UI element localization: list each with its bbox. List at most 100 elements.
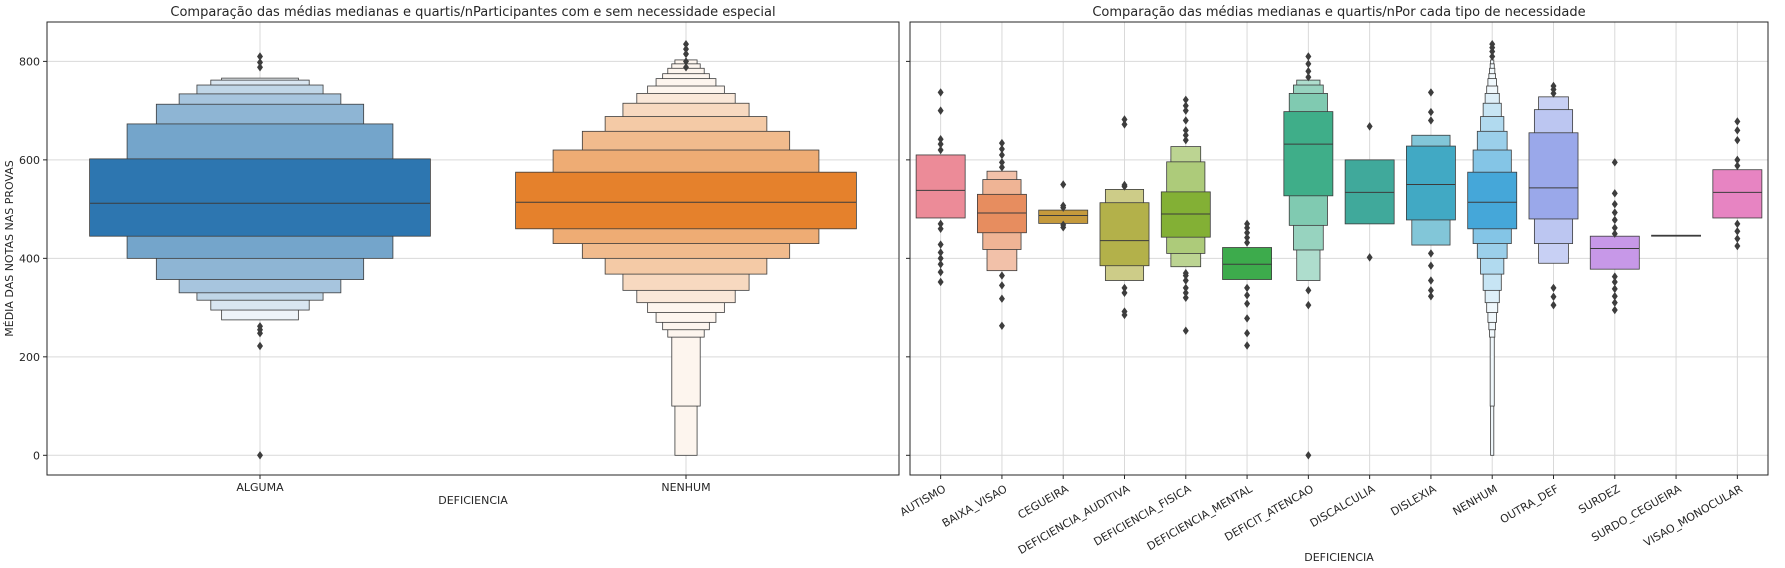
outlier-point bbox=[998, 158, 1005, 167]
outlier-point bbox=[1611, 189, 1618, 198]
boxen-group-deficit-atencao bbox=[1283, 52, 1334, 460]
outlier-point bbox=[1427, 276, 1434, 285]
outlier-point bbox=[1489, 39, 1496, 49]
boxen-group-baixa-visao bbox=[977, 138, 1027, 331]
left-x-axis-label: DEFICIENCIA bbox=[438, 494, 508, 507]
outlier-point bbox=[1550, 81, 1557, 91]
outlier-point bbox=[1734, 219, 1741, 229]
outlier-point bbox=[1550, 283, 1557, 293]
outlier-point bbox=[1244, 219, 1251, 229]
outlier-point bbox=[1182, 326, 1189, 335]
outlier-point bbox=[1305, 67, 1312, 76]
outlier-point bbox=[1182, 283, 1189, 293]
outlier-point bbox=[1182, 101, 1189, 110]
outlier-point bbox=[257, 58, 263, 67]
boxen-group-surdez bbox=[1589, 158, 1640, 315]
boxen-level bbox=[1222, 247, 1272, 280]
boxen-group-surdo-cegueira bbox=[1651, 234, 1701, 237]
outlier-point bbox=[998, 271, 1005, 280]
outlier-point bbox=[1182, 268, 1189, 278]
outlier-point bbox=[1121, 307, 1128, 316]
outlier-point bbox=[1060, 201, 1067, 210]
outlier-point bbox=[1182, 131, 1189, 140]
right-boxen-marks bbox=[915, 39, 1763, 460]
outlier-point bbox=[1366, 253, 1373, 262]
outlier-point bbox=[1611, 305, 1618, 315]
outlier-point bbox=[937, 277, 944, 287]
boxen-group-deficiencia-auditiva bbox=[1099, 115, 1150, 320]
outlier-point bbox=[937, 106, 944, 115]
outlier-point bbox=[257, 63, 263, 72]
outlier-point bbox=[937, 267, 944, 277]
left-plot-frame bbox=[46, 21, 900, 476]
boxen-group-deficiencia-mental bbox=[1222, 219, 1272, 350]
outlier-point bbox=[937, 240, 944, 249]
outlier-point bbox=[1244, 299, 1251, 308]
right-plot-frame bbox=[909, 21, 1769, 476]
outlier-point bbox=[1611, 215, 1618, 225]
outlier-point bbox=[1734, 227, 1741, 236]
outlier-point bbox=[998, 138, 1005, 148]
outlier-point bbox=[1427, 292, 1434, 301]
boxen-group-discalculia bbox=[1344, 122, 1395, 262]
outlier-point bbox=[1611, 158, 1618, 167]
outlier-point bbox=[1244, 328, 1251, 338]
outlier-point bbox=[937, 224, 944, 234]
outlier-point bbox=[1611, 272, 1618, 281]
outlier-point bbox=[1182, 276, 1189, 285]
outlier-point bbox=[1182, 126, 1189, 135]
outlier-point bbox=[1550, 292, 1557, 301]
outlier-point bbox=[1121, 180, 1128, 190]
outlier-point bbox=[1182, 106, 1189, 115]
outlier-point bbox=[257, 322, 263, 331]
outlier-point bbox=[998, 163, 1005, 172]
outlier-point bbox=[1611, 284, 1618, 294]
outlier-point bbox=[1611, 277, 1618, 287]
outlier-point bbox=[937, 248, 944, 257]
boxen-level bbox=[915, 154, 966, 219]
boxen-level bbox=[1589, 235, 1640, 270]
outlier-point bbox=[1305, 451, 1312, 460]
outlier-point bbox=[1611, 199, 1618, 209]
outlier-point bbox=[1734, 155, 1741, 165]
outlier-point bbox=[1427, 249, 1434, 258]
outlier-point bbox=[998, 281, 1005, 290]
outlier-point bbox=[1305, 286, 1312, 295]
outlier-point bbox=[1182, 95, 1189, 104]
y-tick-label: 600 bbox=[19, 154, 40, 167]
boxen-group-outra-def bbox=[1528, 81, 1579, 310]
outlier-point bbox=[937, 254, 944, 263]
outlier-point bbox=[1427, 261, 1434, 270]
boxen-group-cegueira bbox=[1038, 180, 1089, 232]
y-tick-label: 800 bbox=[19, 55, 40, 68]
x-tick-label: NENHUM bbox=[661, 481, 710, 494]
left-panel: 0 200 400 600 800 ALGUMA NENHUM Comparação das… bbox=[3, 5, 900, 507]
boxen-level bbox=[1283, 111, 1334, 197]
boxen-level bbox=[1712, 169, 1763, 219]
left-chart-title: Comparação das médias medianas e quartis… bbox=[170, 5, 775, 20]
outlier-point bbox=[937, 219, 944, 229]
outlier-point bbox=[1060, 180, 1067, 189]
boxen-group-nenhum bbox=[515, 39, 857, 456]
boxen-group-deficiencia-fisica bbox=[1160, 95, 1211, 335]
outlier-point bbox=[1734, 117, 1741, 126]
outlier-point bbox=[1305, 52, 1312, 61]
outlier-point bbox=[257, 451, 263, 460]
outlier-point bbox=[1244, 283, 1251, 293]
boxen-level bbox=[1467, 171, 1518, 230]
outlier-point bbox=[1121, 283, 1128, 293]
boxen-group-nenhum bbox=[1467, 39, 1518, 456]
outlier-point bbox=[257, 341, 263, 351]
outlier-point bbox=[683, 49, 689, 59]
outlier-point bbox=[1611, 298, 1618, 307]
boxen-group-dislexia bbox=[1406, 88, 1456, 301]
outlier-point bbox=[1182, 288, 1189, 298]
outlier-point bbox=[1121, 288, 1128, 298]
x-tick-label: ALGUMA bbox=[236, 481, 284, 494]
outlier-point bbox=[1305, 300, 1312, 310]
outlier-point bbox=[1611, 223, 1618, 233]
outlier-point bbox=[257, 52, 263, 61]
outlier-point bbox=[1244, 291, 1251, 300]
left-y-axis-label: MÉDIA DAS NOTAS NAS PROVAS bbox=[3, 160, 16, 337]
boxen-group-alguma bbox=[89, 52, 431, 460]
